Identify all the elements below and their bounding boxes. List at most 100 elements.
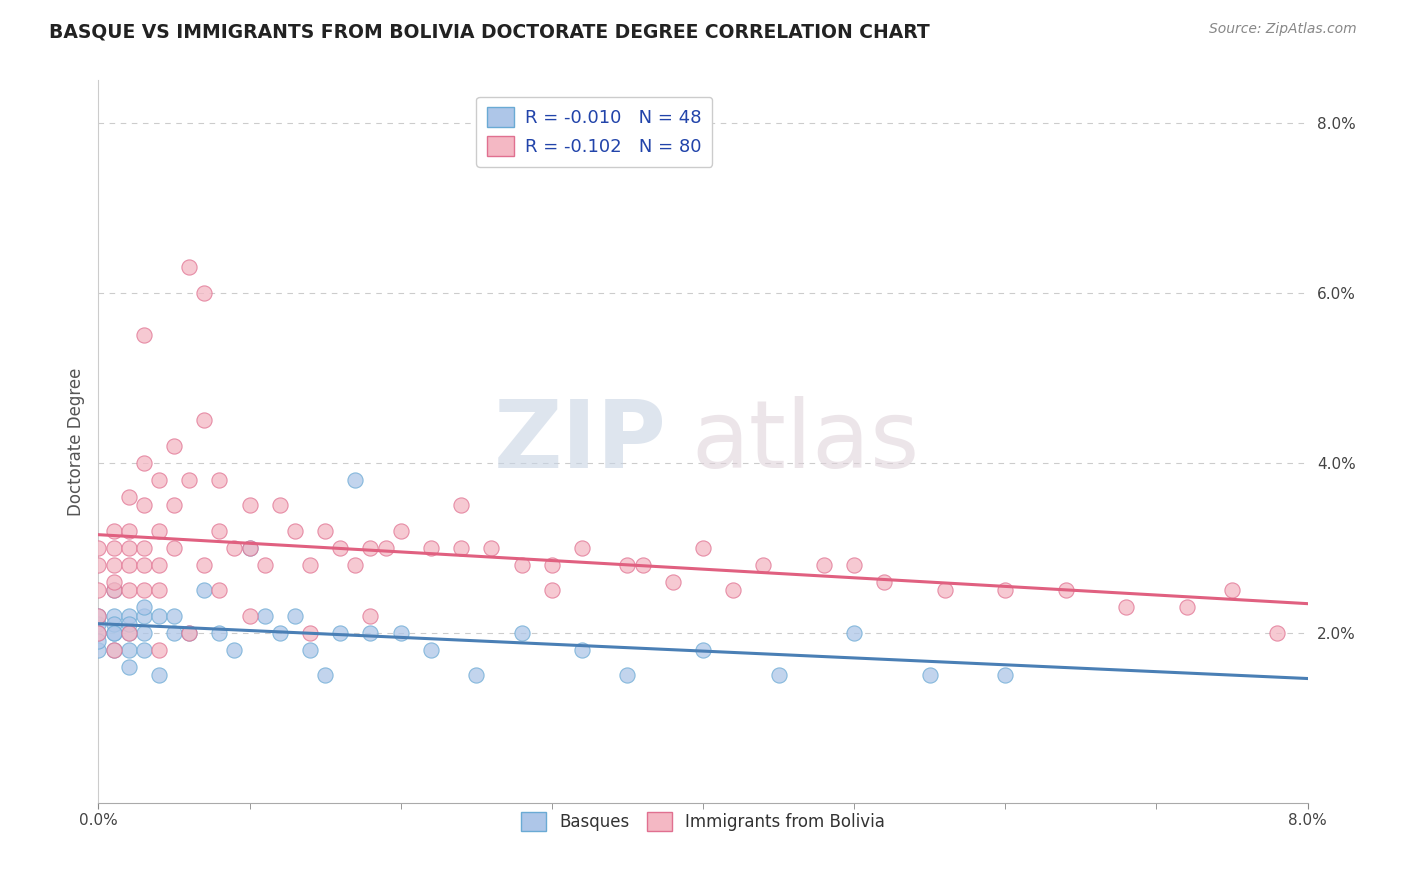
Point [1054,583,1077,598]
Point [752,558,775,572]
Point [329,541,352,555]
Point [103,583,125,598]
Point [103,541,125,555]
Point [253,608,276,623]
Point [1175,600,1198,615]
Point [873,574,896,589]
Point [768,668,790,682]
Point [103,608,125,623]
Point [163,498,186,512]
Point [389,524,412,538]
Point [103,524,125,538]
Point [118,558,141,572]
Point [87,617,110,632]
Point [284,608,307,623]
Point [163,439,186,453]
Point [450,498,472,512]
Point [813,558,835,572]
Point [344,473,367,487]
Point [132,328,155,343]
Point [224,642,246,657]
Point [1220,583,1243,598]
Point [208,524,231,538]
Point [132,498,155,512]
Point [420,541,443,555]
Point [103,642,125,657]
Point [1115,600,1137,615]
Point [844,625,866,640]
Point [360,541,382,555]
Point [132,600,155,615]
Point [87,642,110,657]
Point [239,541,262,555]
Text: Source: ZipAtlas.com: Source: ZipAtlas.com [1209,22,1357,37]
Point [118,660,141,674]
Point [148,524,170,538]
Point [163,608,186,623]
Point [239,541,262,555]
Point [918,668,941,682]
Point [118,642,141,657]
Point [360,625,382,640]
Point [465,668,488,682]
Point [87,541,110,555]
Point [148,473,170,487]
Point [208,473,231,487]
Point [360,608,382,623]
Point [481,541,503,555]
Point [132,583,155,598]
Point [148,642,170,657]
Point [132,456,155,470]
Point [450,541,472,555]
Point [239,498,262,512]
Point [179,625,201,640]
Point [87,634,110,648]
Point [87,625,110,640]
Point [420,642,443,657]
Point [118,608,141,623]
Point [844,558,866,572]
Point [571,642,593,657]
Point [269,625,291,640]
Point [299,558,322,572]
Point [239,608,262,623]
Point [163,541,186,555]
Point [118,617,141,632]
Text: BASQUE VS IMMIGRANTS FROM BOLIVIA DOCTORATE DEGREE CORRELATION CHART: BASQUE VS IMMIGRANTS FROM BOLIVIA DOCTOR… [49,22,929,41]
Point [179,473,201,487]
Point [540,583,562,598]
Point [148,583,170,598]
Point [208,625,231,640]
Point [87,608,110,623]
Text: ZIP: ZIP [494,395,666,488]
Point [132,541,155,555]
Point [510,558,533,572]
Point [103,625,125,640]
Point [118,625,141,640]
Point [179,625,201,640]
Point [284,524,307,538]
Point [661,574,683,589]
Point [314,524,336,538]
Point [103,558,125,572]
Point [118,541,141,555]
Point [994,583,1017,598]
Point [118,583,141,598]
Point [87,625,110,640]
Point [934,583,956,598]
Point [299,625,322,640]
Point [571,541,593,555]
Point [616,558,638,572]
Point [132,625,155,640]
Point [389,625,412,640]
Point [103,617,125,632]
Point [299,642,322,657]
Point [208,583,231,598]
Point [329,625,352,640]
Point [193,285,215,300]
Point [994,668,1017,682]
Point [253,558,276,572]
Point [87,558,110,572]
Point [1267,625,1289,640]
Point [118,524,141,538]
